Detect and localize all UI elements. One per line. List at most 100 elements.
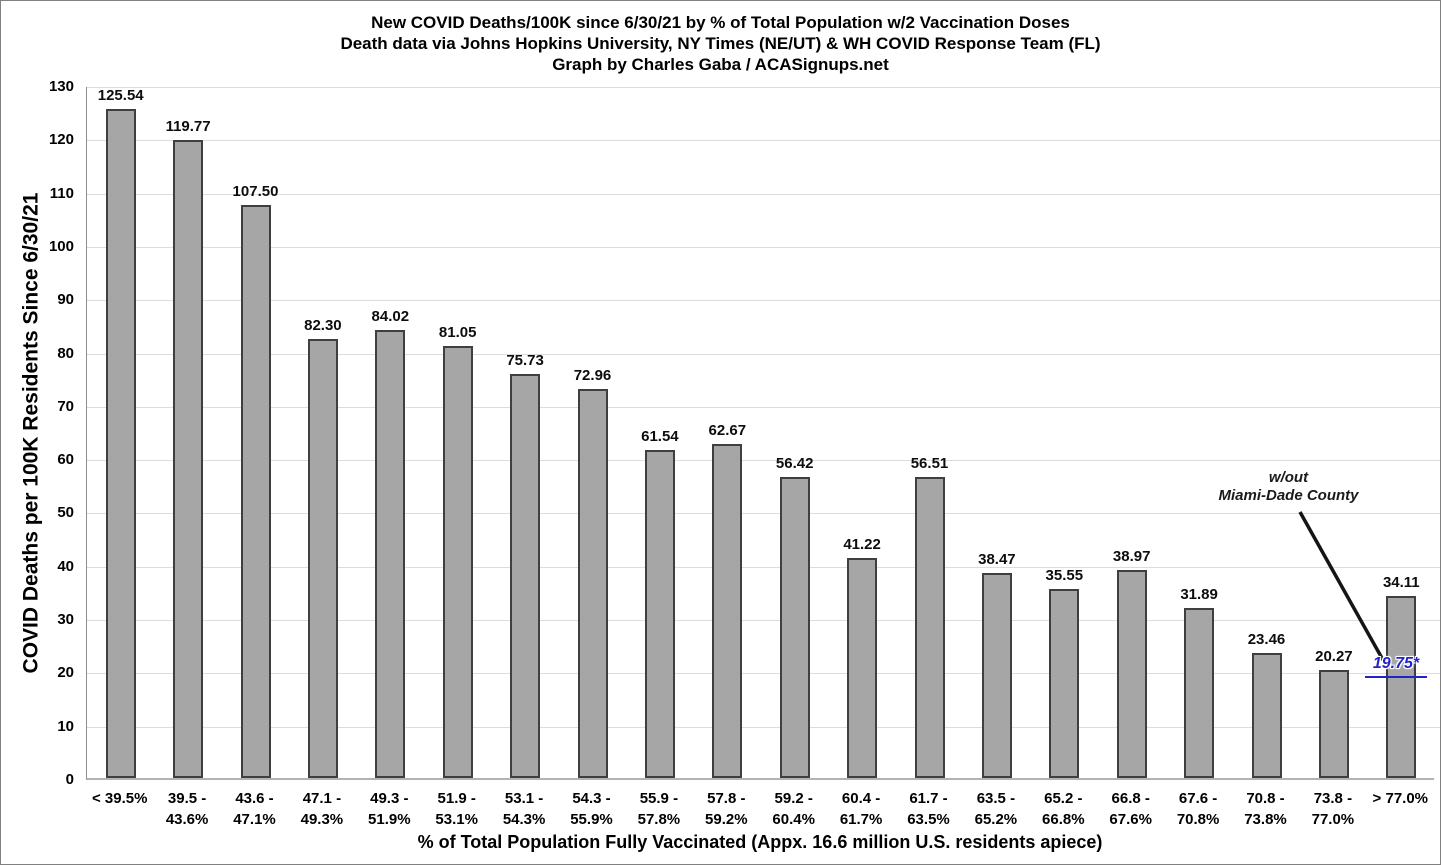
annotation-label-line1: w/out [1268, 469, 1309, 486]
bar-value-label: 31.89 [1180, 586, 1218, 604]
gridline [87, 140, 1440, 142]
gridline [87, 246, 1440, 248]
bar-value-label: 34.11 [1382, 574, 1420, 592]
x-tick-label: 73.8 - 77.0% [1293, 788, 1372, 830]
bar-value-label: 38.97 [1112, 548, 1151, 566]
bar [981, 572, 1012, 778]
x-tick-line: 73.8% [1244, 811, 1287, 828]
bar-value-label: 35.55 [1045, 566, 1084, 584]
bar [240, 204, 271, 778]
bar [712, 443, 743, 778]
x-axis-title: % of Total Population Fully Vaccinated (… [417, 832, 1103, 852]
x-tick-line: 49.3% [300, 811, 344, 828]
bar [1386, 596, 1417, 778]
x-tick-label: 70.8 - 73.8% [1226, 788, 1305, 830]
bar-value-label: 41.22 [843, 536, 881, 554]
y-tick-label: 20 [57, 664, 74, 682]
bar [1251, 652, 1282, 778]
chart-title: New COVID Deaths/100K since 6/30/21 by %… [371, 13, 1070, 32]
gridline [87, 620, 1440, 622]
x-tick-line: 63.5 - [976, 790, 1016, 807]
x-tick-label: 39.5 - 43.6% [147, 788, 226, 830]
bar-value-label: 119.77 [165, 117, 211, 135]
x-tick-line: 61.7 - [909, 790, 948, 807]
x-tick-line: 47.1% [233, 811, 276, 828]
chart-subtitle: Death data via Johns Hopkins University,… [340, 34, 1101, 53]
bar [375, 330, 406, 778]
y-tick-label: 130 [48, 78, 74, 95]
x-tick-label: 59.2 - 60.4% [754, 788, 833, 830]
gridline [87, 566, 1440, 568]
x-tick-line: 43.6 - [235, 790, 274, 807]
y-tick-label: 60 [57, 451, 74, 469]
chart-credit: Graph by Charles Gaba / ACASignups.net [552, 55, 889, 74]
x-tick-label: 53.1 - 54.3% [484, 788, 563, 830]
bar [847, 558, 878, 778]
bar [307, 339, 338, 778]
x-tick-line: 70.8% [1176, 811, 1220, 828]
x-tick-line: 51.9 - [437, 790, 476, 807]
y-tick-label: 120 [48, 131, 74, 149]
x-tick-label: 49.3 - 51.9% [350, 788, 429, 830]
x-tick-line: 47.1 - [302, 790, 342, 807]
x-tick-line: 60.4% [772, 811, 815, 828]
x-tick-line: 63.5% [907, 811, 950, 828]
y-tick-label: 10 [57, 717, 74, 735]
bar [914, 476, 945, 778]
x-tick-line: 59.2% [705, 811, 748, 828]
x-tick-line: 51.9% [368, 811, 411, 828]
bar-value-label: 82.30 [304, 317, 342, 335]
annotation-label-line2: Miami-Dade County [1218, 487, 1359, 504]
gridline [87, 193, 1440, 195]
gridline [87, 300, 1440, 302]
bar [1116, 570, 1147, 778]
gridline [87, 87, 1440, 88]
y-tick-label: 40 [57, 557, 74, 575]
bar-value-label: 84.02 [371, 308, 410, 326]
x-tick-label: 63.5 - 65.2% [956, 788, 1035, 830]
x-tick-line: 43.6% [165, 811, 209, 828]
x-tick-line: 57.8 - [707, 790, 746, 807]
bar [577, 389, 608, 778]
bar [442, 345, 473, 778]
x-tick-label: 55.9 - 57.8% [619, 788, 698, 830]
y-tick-label: 80 [57, 344, 74, 362]
gridline [87, 513, 1440, 515]
gridline [87, 726, 1440, 728]
x-tick-label: 47.1 - 49.3% [282, 788, 361, 830]
bar-value-label: 81.05 [438, 323, 477, 341]
x-tick-line: 57.8% [637, 811, 681, 828]
x-tick-line: 70.8 - [1246, 790, 1285, 807]
x-tick-label: 57.8 - 59.2% [687, 788, 766, 830]
x-tick-label: 54.3 - 55.9% [552, 788, 631, 830]
bar-value-label: 72.96 [573, 367, 612, 385]
x-tick-line: 65.2% [974, 811, 1018, 828]
gridline [87, 406, 1440, 408]
x-tick-line: 61.7% [839, 811, 883, 828]
x-tick-label: > 77.0% [1372, 790, 1429, 807]
y-tick-label: 50 [57, 504, 74, 522]
x-tick-label: 51.9 - 53.1% [417, 788, 496, 830]
bar [644, 449, 675, 778]
x-tick-label: 61.7 - 63.5% [889, 788, 968, 830]
x-tick-line: 49.3 - [370, 790, 409, 807]
x-tick-line: 77.0% [1311, 811, 1355, 828]
x-tick-label: 66.8 - 67.6% [1091, 788, 1170, 830]
bar-value-label: 62.67 [708, 421, 747, 439]
x-tick-line: 65.2 - [1044, 790, 1083, 807]
y-tick-label: 70 [57, 397, 74, 415]
y-tick-label: 30 [57, 611, 74, 629]
x-tick-line: 67.6 - [1178, 790, 1218, 807]
bar-value-label: 23.46 [1247, 630, 1286, 648]
annotation-value-label: 19.75* [1365, 655, 1427, 678]
x-tick-label: 60.4 - 61.7% [821, 788, 900, 830]
x-tick-line: 53.1% [435, 811, 478, 828]
x-tick-line: 54.3 - [572, 790, 611, 807]
x-tick-line: 59.2 - [774, 790, 813, 807]
bar [1318, 669, 1349, 778]
annotation-label: w/out Miami-Dade County [1181, 469, 1396, 505]
x-tick-line: 73.8 - [1313, 790, 1353, 807]
x-tick-line: 55.9% [570, 811, 613, 828]
x-tick-label: 65.2 - 66.8% [1024, 788, 1103, 830]
